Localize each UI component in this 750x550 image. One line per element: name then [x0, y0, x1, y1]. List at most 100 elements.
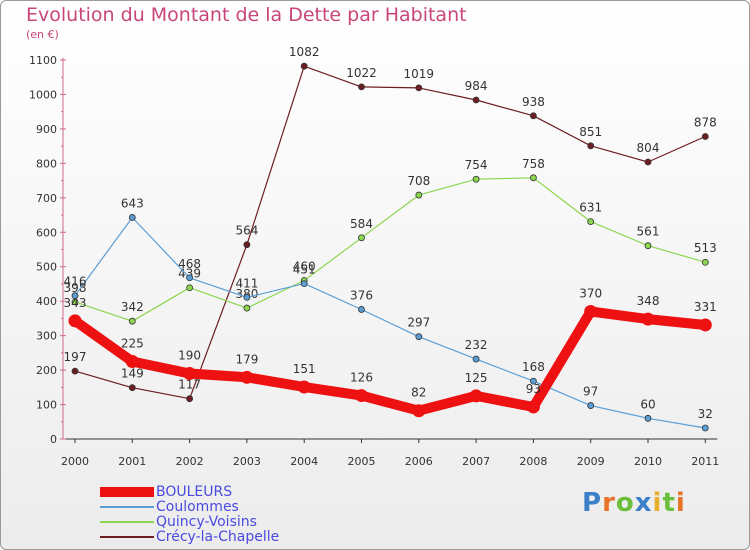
- series-line: [74, 177, 706, 322]
- series: 416 643 468 411 451 376 297 232 168 97 60 32: [64, 196, 713, 432]
- data-label: 197: [64, 350, 87, 364]
- data-point: [243, 293, 251, 301]
- data-label: 32: [698, 407, 713, 421]
- data-label: 348: [637, 294, 660, 308]
- legend-item: Coulommes: [100, 499, 279, 515]
- data-point: [701, 258, 709, 266]
- x-tick-label: 2001: [118, 455, 146, 468]
- data-label: 370: [579, 287, 602, 301]
- data-point: [644, 242, 652, 250]
- data-point: [415, 333, 423, 341]
- x-tick-label: 2008: [519, 455, 547, 468]
- y-tick-label: 300: [36, 330, 57, 343]
- data-label: 126: [350, 371, 373, 385]
- legend-item: Crécy-la-Chapelle: [100, 529, 279, 545]
- data-point: [243, 304, 251, 312]
- data-point: [530, 377, 537, 385]
- legend-swatch: [100, 505, 154, 508]
- y-tick-label: 200: [36, 364, 57, 377]
- chart-title: Evolution du Montant de la Dette par Hab…: [26, 4, 467, 26]
- data-point: [472, 355, 480, 363]
- data-point: [125, 354, 139, 368]
- data-label: 331: [694, 300, 717, 314]
- data-point: [358, 83, 365, 91]
- data-label: 416: [64, 275, 87, 289]
- x-tick-label: 2004: [290, 455, 318, 468]
- data-point: [128, 214, 136, 221]
- data-point: [472, 175, 480, 183]
- legend-item: BOULEURS: [100, 484, 279, 500]
- data-label: 804: [637, 141, 660, 155]
- data-label: 151: [293, 362, 316, 376]
- data-point: [526, 400, 540, 414]
- data-label: 754: [465, 158, 488, 172]
- legend: BOULEURS Coulommes Quincy-Voisins Crécy-la-…: [100, 484, 279, 545]
- data-label: 561: [637, 225, 660, 239]
- data-label: 851: [579, 125, 602, 139]
- logo-letter: P: [582, 488, 603, 518]
- x-tick-label: 2003: [233, 455, 261, 468]
- data-label: 232: [465, 338, 488, 352]
- data-label: 97: [583, 385, 598, 399]
- x-tick-label: 2000: [61, 455, 89, 468]
- data-label: 439: [178, 267, 201, 281]
- y-tick-label: 100: [36, 399, 57, 412]
- data-label: 149: [121, 367, 144, 381]
- data-point: [644, 158, 652, 166]
- logo-letter: r: [602, 488, 616, 518]
- data-label: 297: [407, 316, 430, 330]
- data-label: 468: [178, 257, 201, 271]
- data-label: 451: [293, 263, 316, 277]
- data-label: 460: [293, 260, 316, 274]
- data-label: 1082: [289, 45, 320, 59]
- data-label: 1019: [404, 67, 435, 81]
- data-label: 708: [407, 174, 430, 188]
- data-point: [183, 367, 197, 381]
- legend-swatch: [100, 486, 154, 497]
- data-point: [530, 174, 537, 182]
- data-point: [71, 292, 79, 300]
- data-point: [68, 314, 82, 328]
- legend-swatch: [100, 520, 154, 523]
- data-point: [469, 389, 483, 403]
- y-tick-label: 1100: [29, 54, 57, 67]
- data-point: [243, 241, 251, 249]
- data-label: 168: [522, 360, 545, 374]
- series: 197 149 117 564 1082 1022 1019 984 938 851 804 878: [64, 45, 717, 403]
- data-point: [186, 284, 194, 292]
- logo-letter: t: [662, 488, 676, 518]
- y-tick-label: 700: [36, 192, 57, 205]
- series-line: [74, 216, 706, 429]
- logo-letter: i: [675, 488, 686, 518]
- chart-unit: (en €): [26, 28, 59, 41]
- data-point: [587, 218, 595, 225]
- data-label: 82: [411, 386, 426, 400]
- data-label: 343: [64, 296, 87, 310]
- data-label: 398: [64, 281, 87, 295]
- data-label: 758: [522, 157, 545, 171]
- data-point: [587, 142, 595, 150]
- data-label: 643: [121, 196, 144, 210]
- series-layer: 197 149 117 564 1082 1022 1019 984 938 851 804 878 3…: [64, 45, 717, 432]
- data-label: 984: [465, 79, 488, 93]
- logo-letter: o: [615, 488, 635, 518]
- data-label: 631: [579, 201, 602, 215]
- data-point: [530, 112, 537, 120]
- data-label: 179: [235, 352, 258, 366]
- data-label: 584: [350, 217, 373, 231]
- data-point: [644, 414, 652, 422]
- x-tick-label: 2009: [577, 455, 605, 468]
- data-point: [355, 389, 368, 403]
- y-tick-label: 500: [36, 261, 57, 274]
- data-label: 513: [694, 241, 717, 255]
- data-label: 125: [465, 371, 488, 385]
- data-point: [584, 305, 598, 319]
- data-point: [358, 234, 365, 242]
- data-point: [587, 402, 595, 409]
- data-label: 938: [522, 95, 545, 109]
- data-label: 411: [235, 276, 258, 290]
- y-tick-label: 800: [36, 157, 57, 170]
- data-point: [415, 84, 423, 92]
- data-point: [415, 191, 423, 199]
- data-point: [128, 384, 136, 392]
